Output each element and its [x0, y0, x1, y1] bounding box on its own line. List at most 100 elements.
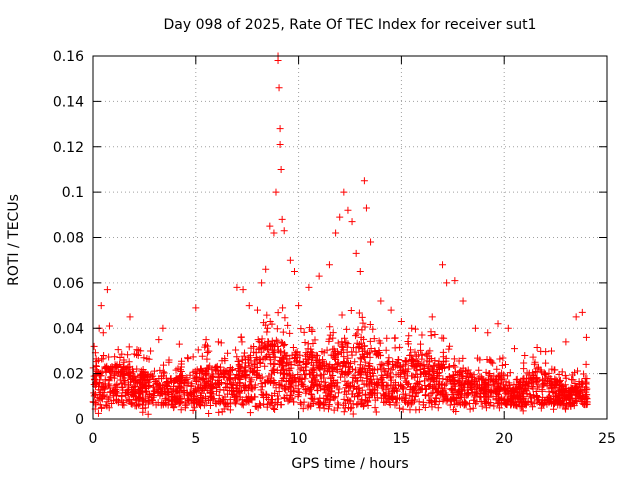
- data-point: [258, 383, 266, 391]
- data-point: [261, 362, 269, 370]
- data-point: [192, 376, 200, 384]
- data-point: [135, 388, 143, 396]
- data-point: [215, 391, 223, 399]
- data-point: [262, 321, 270, 329]
- data-point: [233, 384, 241, 392]
- data-point: [356, 361, 364, 369]
- data-point: [265, 372, 273, 380]
- data-point: [232, 346, 240, 354]
- data-point: [494, 400, 502, 408]
- data-point: [333, 366, 341, 374]
- data-point: [281, 383, 289, 391]
- data-point: [452, 407, 460, 415]
- data-point: [523, 400, 531, 408]
- data-points: [89, 52, 591, 418]
- data-point: [376, 339, 384, 347]
- data-point: [332, 229, 340, 237]
- data-point: [111, 382, 119, 390]
- data-point: [510, 398, 518, 406]
- data-point: [493, 380, 501, 388]
- data-point: [203, 377, 211, 385]
- data-point: [274, 338, 282, 346]
- data-point: [455, 369, 463, 377]
- data-point: [130, 382, 138, 390]
- data-point: [279, 328, 287, 336]
- data-point: [363, 350, 371, 358]
- data-point: [366, 380, 374, 388]
- data-point: [137, 367, 145, 375]
- data-point: [126, 378, 134, 386]
- data-point: [295, 302, 303, 310]
- data-point: [280, 227, 288, 235]
- y-tick-label: 0.16: [53, 49, 84, 65]
- data-point: [325, 400, 333, 408]
- data-point: [277, 401, 285, 409]
- data-point: [347, 404, 355, 412]
- data-point: [90, 392, 98, 400]
- data-point: [113, 361, 121, 369]
- data-point: [195, 385, 203, 393]
- data-point: [364, 397, 372, 405]
- data-point: [496, 355, 504, 363]
- data-point: [94, 409, 102, 417]
- data-point: [181, 401, 189, 409]
- grid: [93, 56, 607, 419]
- data-point: [192, 395, 200, 403]
- data-point: [469, 404, 477, 412]
- data-point: [412, 370, 420, 378]
- data-point: [522, 378, 530, 386]
- data-point: [139, 408, 147, 416]
- data-point: [415, 398, 423, 406]
- data-point: [430, 378, 438, 386]
- data-point: [363, 368, 371, 376]
- data-point: [269, 360, 277, 368]
- data-point: [388, 366, 396, 374]
- data-point: [370, 391, 378, 399]
- x-tick-label: 5: [191, 431, 200, 447]
- data-point: [100, 391, 108, 399]
- data-point: [464, 366, 472, 374]
- data-point: [249, 368, 257, 376]
- data-point: [357, 368, 365, 376]
- data-point: [267, 342, 275, 350]
- data-point: [571, 369, 579, 377]
- data-point: [270, 404, 278, 412]
- data-point: [417, 340, 425, 348]
- data-point: [275, 388, 283, 396]
- data-point: [329, 334, 337, 342]
- data-point: [150, 367, 158, 375]
- data-point: [128, 388, 136, 396]
- data-point: [323, 392, 331, 400]
- data-point: [341, 388, 349, 396]
- data-point: [458, 374, 466, 382]
- data-point: [580, 370, 588, 378]
- data-point: [441, 381, 449, 389]
- data-point: [353, 339, 361, 347]
- data-point: [383, 372, 391, 380]
- data-point: [379, 374, 387, 382]
- data-point: [398, 383, 406, 391]
- data-point: [280, 342, 288, 350]
- data-point: [545, 369, 553, 377]
- data-point: [146, 382, 154, 390]
- data-point: [494, 320, 502, 328]
- data-point: [301, 338, 309, 346]
- data-point: [198, 352, 206, 360]
- data-point: [383, 359, 391, 367]
- data-point: [520, 359, 528, 367]
- data-point: [391, 334, 399, 342]
- data-point: [125, 343, 133, 351]
- data-point: [165, 358, 173, 366]
- data-point: [119, 372, 127, 380]
- data-point: [451, 363, 459, 371]
- data-point: [507, 397, 515, 405]
- data-point: [336, 213, 344, 221]
- data-point: [420, 361, 428, 369]
- data-point: [562, 374, 570, 382]
- data-point: [503, 388, 511, 396]
- data-point: [405, 332, 413, 340]
- data-point: [208, 373, 216, 381]
- data-point: [550, 405, 558, 413]
- data-point: [189, 406, 197, 414]
- data-point: [437, 380, 445, 388]
